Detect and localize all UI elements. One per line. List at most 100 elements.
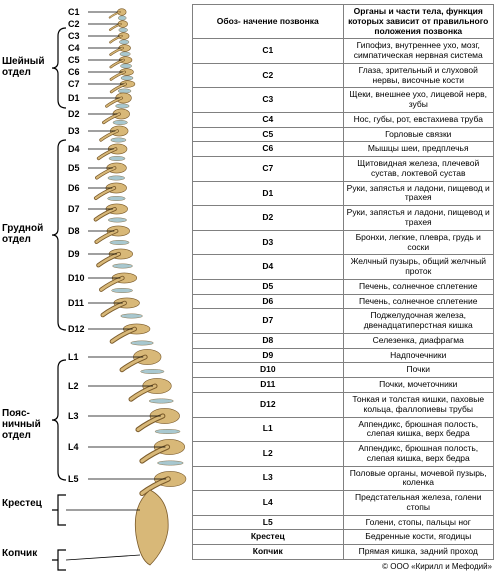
table-row: КрестецБедренные кости, ягодицы	[193, 530, 494, 545]
table-header-code: Обоз- начение позвонка	[193, 5, 344, 39]
vertebra-code: D6	[193, 294, 344, 309]
table-row: L4Предстательная железа, голени стопы	[193, 491, 494, 516]
vertebra-code: D8	[193, 333, 344, 348]
table-row: КопчикПрямая кишка, задний проход	[193, 545, 494, 560]
vertebra-code: D4	[193, 255, 344, 280]
vertebra-code: D1	[193, 181, 344, 206]
vertebra-label: D7	[68, 204, 80, 214]
table-row: C6Мышцы шеи, предплечья	[193, 142, 494, 157]
vertebra-code: D12	[193, 392, 344, 417]
table-row: C2Глаза, зрительный и слуховой нервы, ви…	[193, 63, 494, 88]
table-row: D1Руки, запястья и ладони, пищевод и тра…	[193, 181, 494, 206]
table-row: D11Почки, мочеточники	[193, 378, 494, 393]
spine-section-label: Пояс- ничный отдел	[2, 408, 41, 441]
spine-svg	[0, 0, 190, 573]
table-row: D3Бронхи, легкие, плевра, грудь и соски	[193, 230, 494, 255]
vertebra-organs: Нос, губы, рот, евстахиева труба	[343, 112, 494, 127]
vertebra-label: D4	[68, 144, 80, 154]
table-row: D2Руки, запястья и ладони, пищевод и тра…	[193, 206, 494, 231]
vertebra-organs: Поджелудочная железа, двенадцатиперстная…	[343, 309, 494, 334]
table-row: D10Почки	[193, 363, 494, 378]
vertebra-label: C7	[68, 79, 80, 89]
table-row: C1Гипофиз, внутреннее ухо, мозг, симпати…	[193, 39, 494, 64]
vertebra-label: L5	[68, 474, 79, 484]
vertebra-organs: Прямая кишка, задний проход	[343, 545, 494, 560]
vertebra-organs: Аппендикс, брюшная полость, слепая кишка…	[343, 442, 494, 467]
table-row: D7Поджелудочная железа, двенадцатиперстн…	[193, 309, 494, 334]
vertebra-organs: Печень, солнечное сплетение	[343, 279, 494, 294]
vertebra-code: C7	[193, 157, 344, 182]
vertebra-code: D2	[193, 206, 344, 231]
vertebra-label: D1	[68, 93, 80, 103]
vertebra-organs: Бедренные кости, ягодицы	[343, 530, 494, 545]
vertebra-organs: Половые органы, мочевой пузырь, коленка	[343, 466, 494, 491]
vertebra-organs: Гипофиз, внутреннее ухо, мозг, симпатиче…	[343, 39, 494, 64]
vertebra-label: D5	[68, 163, 80, 173]
vertebra-code: Крестец	[193, 530, 344, 545]
table-row: C7Щитовидная железа, плечевой сустав, ло…	[193, 157, 494, 182]
vertebra-organs: Глаза, зрительный и слуховой нервы, висо…	[343, 63, 494, 88]
vertebra-label: L3	[68, 411, 79, 421]
table-row: C4Нос, губы, рот, евстахиева труба	[193, 112, 494, 127]
vertebra-organs: Печень, солнечное сплетение	[343, 294, 494, 309]
vertebra-table-panel: Обоз- начение позвонка Органы и части те…	[190, 0, 500, 573]
vertebra-label: D10	[68, 273, 85, 283]
table-row: C5Горловые связки	[193, 127, 494, 142]
vertebra-code: L5	[193, 515, 344, 530]
vertebra-label: L2	[68, 381, 79, 391]
vertebra-label: L4	[68, 442, 79, 452]
vertebra-organs: Руки, запястья и ладони, пищевод и трахе…	[343, 181, 494, 206]
spine-section-label: Крестец	[2, 498, 42, 509]
vertebra-label: C3	[68, 31, 80, 41]
table-row: L1Аппендикс, брюшная полость, слепая киш…	[193, 417, 494, 442]
table-row: D8Селезенка, диафрагма	[193, 333, 494, 348]
vertebra-organs: Голени, стопы, пальцы ног	[343, 515, 494, 530]
spine-section-label: Грудной отдел	[2, 223, 43, 245]
vertebra-label: D2	[68, 109, 80, 119]
vertebra-label: C4	[68, 43, 80, 53]
table-row: D12Тонкая и толстая кишки, паховые кольц…	[193, 392, 494, 417]
vertebra-organs: Аппендикс, брюшная полость, слепая кишка…	[343, 417, 494, 442]
spine-diagram: Шейный отдел Грудной отдел Пояс- ничный от…	[0, 0, 190, 573]
vertebra-code: C5	[193, 127, 344, 142]
vertebra-code: C3	[193, 88, 344, 113]
vertebra-code: D3	[193, 230, 344, 255]
vertebra-code: L3	[193, 466, 344, 491]
table-row: L2Аппендикс, брюшная полость, слепая киш…	[193, 442, 494, 467]
table-row: L5Голени, стопы, пальцы ног	[193, 515, 494, 530]
vertebra-code: Копчик	[193, 545, 344, 560]
vertebra-organs: Щитовидная железа, плечевой сустав, локт…	[343, 157, 494, 182]
vertebra-code: C6	[193, 142, 344, 157]
table-row: D4Желчный пузырь, общий желчный проток	[193, 255, 494, 280]
vertebra-label: D6	[68, 183, 80, 193]
vertebra-organs: Почки, мочеточники	[343, 378, 494, 393]
spine-section-label: Копчик	[2, 548, 37, 559]
table-row: D6Печень, солнечное сплетение	[193, 294, 494, 309]
vertebra-code: C2	[193, 63, 344, 88]
vertebra-code: D7	[193, 309, 344, 334]
vertebra-label: C1	[68, 7, 80, 17]
vertebra-label: L1	[68, 352, 79, 362]
spine-section-label: Шейный отдел	[2, 56, 45, 78]
vertebra-code: D11	[193, 378, 344, 393]
vertebra-code: D10	[193, 363, 344, 378]
table-row: D5Печень, солнечное сплетение	[193, 279, 494, 294]
vertebra-label: D8	[68, 226, 80, 236]
copyright: © ООО «Кирилл и Мефодий»	[382, 562, 492, 571]
vertebra-label: C2	[68, 19, 80, 29]
vertebra-organs: Желчный пузырь, общий желчный проток	[343, 255, 494, 280]
vertebra-code: L1	[193, 417, 344, 442]
vertebra-code: L4	[193, 491, 344, 516]
vertebra-code: C4	[193, 112, 344, 127]
vertebra-label: D11	[68, 298, 84, 308]
vertebra-code: D9	[193, 348, 344, 363]
table-header-desc: Органы и части тела, функция которых зав…	[343, 5, 494, 39]
table-row: L3Половые органы, мочевой пузырь, коленк…	[193, 466, 494, 491]
vertebra-organs: Надпочечники	[343, 348, 494, 363]
vertebra-code: C1	[193, 39, 344, 64]
vertebra-organs: Щеки, внешнее ухо, лицевой нерв, зубы	[343, 88, 494, 113]
vertebra-label: D3	[68, 126, 80, 136]
vertebra-organs: Тонкая и толстая кишки, паховые кольца, …	[343, 392, 494, 417]
vertebra-table: Обоз- начение позвонка Органы и части те…	[192, 4, 494, 560]
vertebra-label: D9	[68, 249, 80, 259]
